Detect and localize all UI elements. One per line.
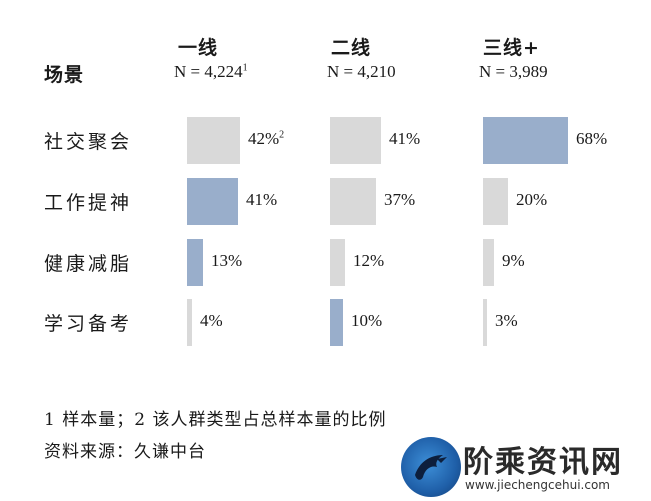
data-label-r3-c2: 12% (353, 251, 384, 271)
data-label-r1-c2: 41% (389, 129, 420, 149)
data-label-r2-c2: 37% (384, 190, 415, 210)
data-label-r1-c1: 42%2 (248, 129, 284, 149)
data-label-text: 42% (248, 129, 280, 148)
data-label-text: 13% (211, 251, 243, 270)
data-label-text: 9% (502, 251, 525, 270)
footnote-source: 资料来源：久谦中台 (44, 442, 206, 462)
data-label-r3-c1: 13% (211, 251, 242, 271)
data-label-text: 68% (576, 129, 608, 148)
eagle-logo-icon (401, 437, 461, 497)
sample-size-text: N = 4,210 (327, 62, 396, 81)
bar-r4-c3 (483, 299, 487, 346)
row-label-3: 健康减脂 (44, 253, 133, 275)
watermark-text: 阶乘资讯网 (463, 445, 623, 480)
data-label-r2-c3: 20% (516, 190, 547, 210)
column-sample-size-3: N = 3,989 (479, 62, 548, 82)
watermark-url: www.jiechengcehui.com (465, 478, 610, 492)
data-label-footnote-mark: 2 (279, 129, 285, 141)
bar-r3-c2 (330, 239, 345, 286)
bar-r3-c3 (483, 239, 494, 286)
bar-r2-c2 (330, 178, 376, 225)
data-label-text: 37% (384, 190, 416, 209)
bar-r1-c2 (330, 117, 381, 164)
data-label-text: 41% (246, 190, 278, 209)
sample-size-text: N = 3,989 (479, 62, 548, 81)
bar-r4-c2 (330, 299, 343, 346)
row-label-1: 社交聚会 (44, 131, 133, 153)
bar-r2-c3 (483, 178, 508, 225)
data-label-text: 12% (353, 251, 385, 270)
column-sample-size-1: N = 4,2241 (174, 62, 248, 82)
column-header-1: 一线 (178, 37, 219, 59)
row-label-4: 学习备考 (44, 313, 133, 335)
data-label-r3-c3: 9% (502, 251, 525, 271)
row-label-2: 工作提神 (44, 192, 133, 214)
column-header-3: 三线+ (483, 37, 540, 59)
data-label-text: 4% (200, 311, 223, 330)
bar-r4-c1 (187, 299, 192, 346)
data-label-text: 10% (351, 311, 383, 330)
row-header: 场景 (44, 64, 85, 86)
data-label-r1-c3: 68% (576, 129, 607, 149)
data-label-r4-c2: 10% (351, 311, 382, 331)
sample-size-text: N = 4,224 (174, 62, 243, 81)
data-label-text: 41% (389, 129, 421, 148)
data-label-r2-c1: 41% (246, 190, 277, 210)
bar-r3-c1 (187, 239, 203, 286)
data-label-text: 3% (495, 311, 518, 330)
data-label-r4-c1: 4% (200, 311, 223, 331)
bar-r1-c3 (483, 117, 568, 164)
footnote-note: 1 样本量；2 该人群类型占总样本量的比例 (44, 410, 387, 430)
data-label-r4-c3: 3% (495, 311, 518, 331)
data-label-text: 20% (516, 190, 548, 209)
sample-size-footnote-mark: 1 (242, 62, 248, 74)
column-sample-size-2: N = 4,210 (327, 62, 396, 82)
bar-r1-c1 (187, 117, 240, 164)
column-header-2: 二线 (331, 37, 372, 59)
bar-r2-c1 (187, 178, 238, 225)
